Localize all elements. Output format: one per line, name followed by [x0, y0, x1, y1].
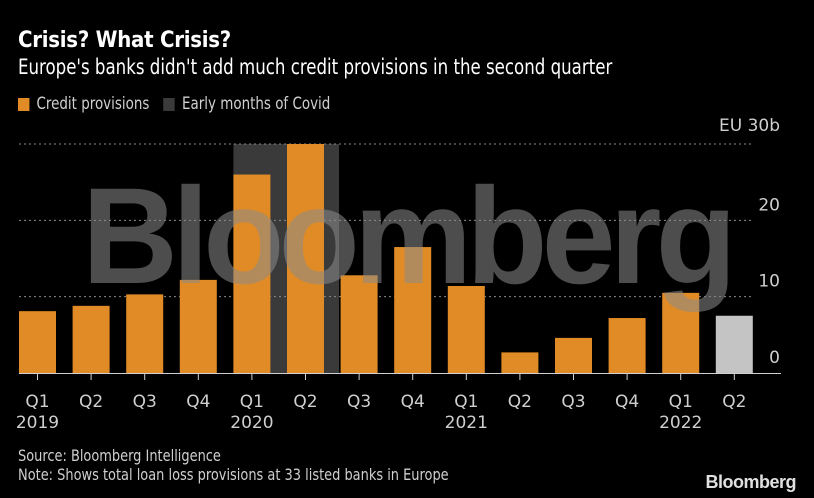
bar	[72, 305, 110, 373]
bar	[447, 285, 485, 373]
bar	[501, 352, 539, 373]
legend-swatch-dark-gray	[163, 97, 175, 111]
x-year-label: 2021	[445, 413, 488, 433]
bar	[394, 247, 432, 373]
y-tick-label: 10	[758, 272, 780, 292]
legend: Credit provisions Early months of Covid	[18, 94, 344, 114]
x-tick-label: Q4	[401, 392, 425, 412]
x-year-label: 2020	[230, 413, 273, 433]
y-tick-label: EU 30b	[719, 116, 780, 136]
x-tick-label: Q1	[240, 392, 264, 412]
chart-subtitle: Europe's banks didn't add much credit pr…	[18, 55, 613, 79]
bar	[608, 318, 646, 373]
source-note: Source: Bloomberg Intelligence	[18, 446, 221, 465]
x-tick-label: Q1	[454, 392, 478, 412]
legend-item-covid: Early months of Covid	[163, 94, 331, 114]
bar	[555, 337, 592, 373]
x-year-label: 2022	[659, 413, 702, 433]
x-tick-label: Q4	[615, 392, 639, 412]
bloomberg-logo: Bloomberg	[705, 472, 796, 492]
x-tick-label: Q1	[669, 392, 693, 412]
bar	[340, 275, 378, 373]
bar	[126, 294, 164, 373]
x-tick-label: Q4	[186, 392, 210, 412]
legend-label: Credit provisions	[36, 94, 150, 114]
bar	[19, 311, 56, 373]
x-tick-label: Q1	[25, 392, 49, 412]
bar	[662, 292, 700, 373]
x-tick-label: Q2	[508, 392, 532, 412]
legend-label: Early months of Covid	[181, 94, 331, 114]
y-tick-label: 20	[758, 195, 780, 215]
x-year-label: 2019	[16, 413, 59, 433]
bar	[233, 174, 271, 373]
y-tick-label: 0	[769, 348, 780, 368]
legend-item-credit-provisions: Credit provisions	[18, 94, 149, 114]
bar	[287, 144, 324, 373]
bar-latest	[715, 315, 753, 373]
x-tick-label: Q2	[79, 392, 103, 412]
x-tick-label: Q3	[133, 392, 157, 412]
legend-swatch-orange	[18, 97, 30, 111]
x-tick-label: Q3	[561, 392, 585, 412]
bar	[179, 279, 217, 373]
x-tick-label: Q3	[347, 392, 371, 412]
footnote: Note: Shows total loan loss provisions a…	[18, 465, 449, 484]
chart-title: Crisis? What Crisis?	[18, 28, 232, 53]
x-tick-label: Q2	[293, 392, 317, 412]
x-tick-label: Q2	[722, 392, 746, 412]
